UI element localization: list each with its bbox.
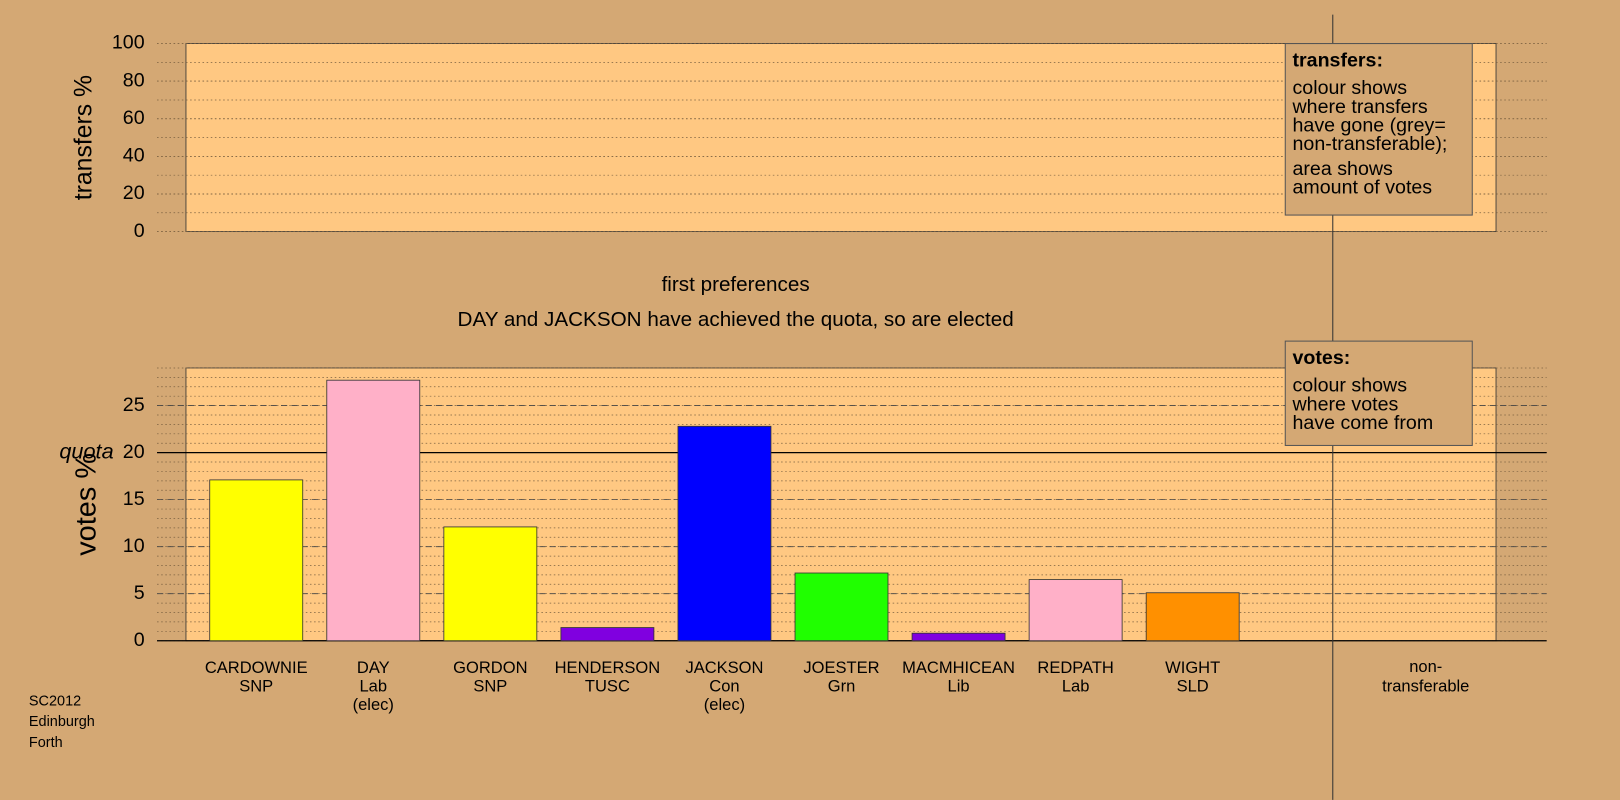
x-tick-label: JACKSON [685,658,763,677]
party-label: SNP [239,677,273,696]
legend-text: colour shows [1292,375,1407,397]
y-tick-label: 25 [123,394,145,416]
chart-title: first preferences [662,273,810,296]
x-tick-label: GORDON [453,658,527,677]
legend-text: where votes [1291,393,1398,415]
bar [560,627,655,642]
quota-label: quota [59,438,113,463]
bar [209,479,304,642]
legend-box [1284,340,1473,446]
x-tick-label: REDPATH [1037,658,1113,677]
legend-text: have come from [1292,412,1433,434]
legend-text: have gone (grey= [1292,114,1445,136]
status-label: (elec) [353,695,394,714]
y-tick-label: 0 [134,220,145,242]
footnote: Forth [29,735,63,751]
legend-text: colour shows [1292,77,1407,99]
legend-text: area shows [1292,158,1393,180]
x-tick-label: JOESTER [803,658,879,677]
party-label: Lab [1062,677,1090,696]
bar [1145,592,1240,642]
party-label: Lib [948,677,970,696]
party-label: Lab [360,677,388,696]
status-label: (elec) [704,695,745,714]
footnote: SC2012 [29,693,81,709]
nontransferable-label: transferable [1382,677,1469,696]
bar [911,632,1006,642]
y-tick-label: 15 [123,488,145,510]
party-label: TUSC [585,677,630,696]
x-tick-label: DAY [357,658,390,677]
y-tick-label: 20 [123,182,145,204]
y-axis-label: transfers % [70,75,97,200]
y-tick-label: 5 [134,582,145,604]
x-tick-label: WIGHT [1165,658,1220,677]
legend-title: votes: [1292,347,1350,369]
y-tick-label: 100 [112,32,145,54]
bar [443,526,538,642]
nontransferable-label: non- [1409,657,1442,676]
y-tick-label: 80 [123,69,145,91]
y-tick-label: 10 [123,535,145,557]
bar [677,425,772,642]
bar [794,572,889,642]
legend-box [1284,43,1473,216]
chart-subtitle: DAY and JACKSON have achieved the quota,… [458,308,1014,331]
party-label: SLD [1177,677,1209,696]
y-axis-label: votes % [70,453,102,556]
bar [1028,579,1123,642]
party-label: SNP [473,677,507,696]
y-tick-label: 60 [123,107,145,129]
y-tick-label: 0 [134,629,145,651]
legend-text: non-transferable); [1292,133,1447,155]
y-tick-label: 20 [123,441,145,463]
x-tick-label: MACMHICEAN [902,658,1015,677]
footnote: Edinburgh [29,714,95,730]
legend-text: where transfers [1291,96,1427,118]
x-tick-label: HENDERSON [555,658,661,677]
legend-title: transfers: [1292,49,1383,71]
y-tick-label: 40 [123,145,145,167]
bar [326,379,421,642]
party-label: Con [709,677,739,696]
legend-text: amount of votes [1292,176,1432,198]
x-tick-label: CARDOWNIE [205,658,308,677]
party-label: Grn [828,677,856,696]
